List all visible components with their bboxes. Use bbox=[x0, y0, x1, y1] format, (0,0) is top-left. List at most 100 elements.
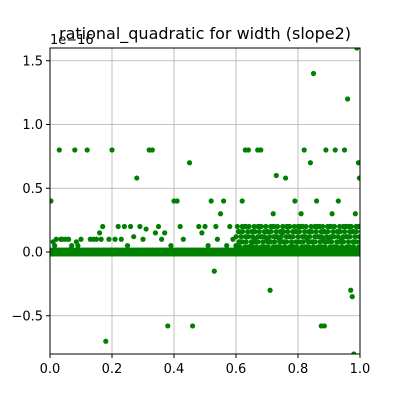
data-point bbox=[261, 249, 267, 255]
data-point bbox=[280, 223, 286, 230]
data-point bbox=[258, 147, 264, 153]
x-axis-ticks: 0.0 0.2 0.4 0.6 0.8 1.0 bbox=[40, 354, 370, 377]
data-point bbox=[286, 223, 292, 230]
data-point bbox=[325, 229, 331, 235]
data-point bbox=[205, 243, 211, 249]
data-point bbox=[279, 230, 286, 236]
data-point bbox=[52, 243, 58, 249]
data-point bbox=[273, 229, 279, 235]
data-point bbox=[224, 243, 230, 249]
y-tick-label: 0.5 bbox=[22, 182, 43, 197]
data-point bbox=[294, 244, 300, 250]
data-point bbox=[214, 236, 220, 242]
data-point bbox=[196, 223, 202, 230]
data-point bbox=[143, 226, 149, 232]
y-tick-label: 0.0 bbox=[22, 246, 43, 261]
data-point bbox=[112, 236, 118, 242]
data-point bbox=[335, 198, 341, 204]
data-point bbox=[272, 239, 278, 245]
data-point bbox=[337, 229, 343, 235]
y-tick-label: −0.5 bbox=[11, 309, 43, 324]
data-point bbox=[354, 48, 360, 51]
data-point bbox=[168, 243, 174, 249]
data-point bbox=[283, 175, 289, 181]
data-point bbox=[348, 287, 354, 293]
data-point bbox=[346, 223, 352, 230]
x-tick-label: 0.2 bbox=[102, 362, 123, 377]
data-point bbox=[288, 239, 295, 245]
data-point bbox=[78, 236, 84, 242]
data-point bbox=[252, 229, 258, 235]
data-point bbox=[234, 223, 240, 230]
data-point bbox=[245, 147, 251, 153]
data-point bbox=[356, 251, 360, 257]
data-point bbox=[50, 249, 55, 255]
data-point bbox=[98, 236, 104, 242]
y-axis-ticks: −0.5 0.0 0.5 1.0 1.5 bbox=[11, 54, 50, 324]
data-point bbox=[331, 223, 338, 230]
data-point bbox=[162, 230, 168, 236]
data-point bbox=[134, 175, 140, 181]
data-point bbox=[84, 147, 90, 153]
data-point bbox=[81, 249, 87, 255]
data-point bbox=[357, 239, 360, 245]
data-point bbox=[320, 236, 326, 242]
data-point bbox=[306, 244, 312, 250]
data-point bbox=[177, 223, 183, 230]
data-point bbox=[341, 147, 348, 153]
plot-frame bbox=[49, 47, 361, 355]
data-point bbox=[304, 236, 310, 242]
data-point bbox=[217, 211, 224, 217]
data-point bbox=[258, 223, 264, 230]
data-point bbox=[347, 234, 353, 240]
y-tick-label: 1.5 bbox=[22, 54, 43, 69]
data-point bbox=[329, 211, 335, 217]
data-point bbox=[186, 160, 193, 166]
data-point bbox=[349, 294, 355, 300]
data-point bbox=[342, 229, 348, 235]
data-point bbox=[75, 243, 81, 249]
data-point bbox=[165, 323, 171, 329]
data-point bbox=[97, 230, 103, 236]
data-point bbox=[282, 244, 288, 250]
data-point bbox=[252, 236, 258, 242]
data-point bbox=[213, 223, 219, 230]
data-point bbox=[199, 230, 205, 236]
data-point bbox=[202, 223, 208, 230]
data-point bbox=[255, 239, 261, 245]
data-point bbox=[155, 223, 162, 230]
data-point bbox=[53, 236, 59, 242]
data-point bbox=[314, 198, 320, 204]
data-point bbox=[300, 239, 306, 245]
data-point bbox=[284, 239, 290, 245]
data-point bbox=[268, 229, 274, 235]
data-point bbox=[351, 351, 357, 354]
data-point bbox=[245, 229, 251, 235]
data-point bbox=[307, 160, 313, 166]
data-point bbox=[118, 236, 124, 242]
data-point bbox=[276, 236, 282, 242]
data-point bbox=[137, 223, 143, 230]
data-point bbox=[310, 244, 317, 250]
data-point bbox=[303, 223, 309, 230]
data-point bbox=[100, 223, 106, 230]
data-point bbox=[131, 234, 137, 240]
data-point bbox=[358, 234, 360, 240]
data-point bbox=[345, 96, 351, 102]
data-point bbox=[121, 223, 127, 230]
data-point bbox=[246, 223, 252, 230]
data-point bbox=[243, 239, 249, 245]
data-point bbox=[246, 234, 252, 240]
grid-lines bbox=[49, 48, 361, 354]
data-point bbox=[221, 198, 227, 204]
data-point bbox=[298, 211, 304, 217]
data-point bbox=[339, 244, 345, 250]
data-point bbox=[211, 268, 217, 274]
data-point bbox=[159, 236, 165, 242]
data-point bbox=[322, 244, 328, 250]
data-point bbox=[334, 244, 340, 250]
data-point bbox=[242, 244, 248, 250]
data-point bbox=[273, 172, 279, 179]
data-point bbox=[274, 223, 281, 230]
